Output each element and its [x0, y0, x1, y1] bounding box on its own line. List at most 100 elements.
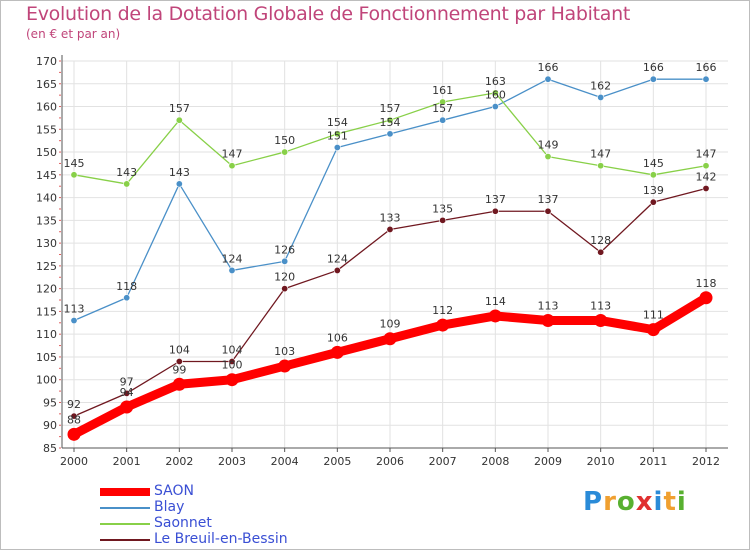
- data-label: 94: [120, 386, 134, 399]
- y-tick-label: 125: [36, 260, 57, 273]
- legend-swatch: [100, 488, 150, 496]
- data-point: [228, 162, 236, 170]
- data-point: [123, 294, 131, 302]
- data-point: [702, 75, 710, 83]
- legend-item: SAON: [100, 483, 400, 500]
- data-label: 145: [643, 157, 664, 170]
- data-point: [281, 148, 289, 156]
- data-point: [123, 180, 131, 188]
- data-label: 163: [485, 75, 506, 88]
- chart-subtitle: (en € et par an): [26, 27, 121, 41]
- data-point: [67, 427, 81, 441]
- data-label: 118: [696, 277, 717, 290]
- data-point: [333, 144, 341, 152]
- chart-title: Evolution de la Dotation Globale de Fonc…: [26, 3, 631, 25]
- data-point: [436, 318, 450, 332]
- data-point: [175, 357, 183, 365]
- data-point: [333, 266, 341, 274]
- data-point: [386, 225, 394, 233]
- data-point: [491, 207, 499, 215]
- data-label: 150: [274, 134, 295, 147]
- data-label: 111: [643, 309, 664, 322]
- x-tick-label: 2005: [323, 455, 351, 468]
- data-point: [594, 314, 608, 328]
- data-label: 118: [116, 280, 137, 293]
- data-label: 103: [274, 345, 295, 358]
- data-label: 99: [172, 363, 186, 376]
- y-tick-label: 140: [36, 192, 57, 205]
- data-point: [172, 377, 186, 391]
- data-point: [386, 130, 394, 138]
- legend-swatch: [100, 507, 150, 509]
- data-label: 166: [696, 61, 717, 74]
- data-label: 104: [222, 343, 243, 356]
- data-point: [228, 357, 236, 365]
- data-label: 157: [380, 102, 401, 115]
- legend-label: SAON: [154, 483, 194, 499]
- data-label: 151: [327, 130, 348, 143]
- x-tick-label: 2003: [218, 455, 246, 468]
- x-tick-label: 2006: [376, 455, 404, 468]
- data-label: 137: [538, 193, 559, 206]
- data-point: [439, 216, 447, 224]
- data-label: 120: [274, 271, 295, 284]
- x-tick-label: 2012: [692, 455, 720, 468]
- x-tick-label: 2002: [165, 455, 193, 468]
- data-label: 166: [643, 61, 664, 74]
- data-point: [225, 373, 239, 387]
- data-label: 88: [67, 413, 81, 426]
- y-tick-label: 155: [36, 123, 57, 136]
- x-tick-label: 2007: [429, 455, 457, 468]
- data-label: 157: [169, 102, 190, 115]
- y-tick-label: 115: [36, 305, 57, 318]
- y-tick-label: 85: [43, 442, 57, 455]
- y-tick-label: 110: [36, 328, 57, 341]
- data-point: [597, 162, 605, 170]
- legend-label: Le Breuil-en-Bessin: [154, 531, 288, 547]
- data-label: 145: [64, 157, 85, 170]
- data-label: 126: [274, 243, 295, 256]
- x-tick-label: 2000: [60, 455, 88, 468]
- legend-swatch: [100, 523, 150, 525]
- data-point: [439, 116, 447, 124]
- data-label: 135: [432, 202, 453, 215]
- y-tick-label: 165: [36, 78, 57, 91]
- logo-letter: i: [653, 487, 664, 517]
- data-point: [383, 332, 397, 346]
- data-label: 139: [643, 184, 664, 197]
- data-label: 112: [432, 304, 453, 317]
- x-tick-label: 2008: [481, 455, 509, 468]
- data-label: 149: [538, 139, 559, 152]
- data-point: [702, 184, 710, 192]
- data-point: [330, 345, 344, 359]
- data-label: 124: [222, 252, 243, 265]
- data-point: [541, 314, 555, 328]
- data-point: [488, 309, 502, 323]
- data-label: 128: [590, 234, 611, 247]
- y-tick-label: 160: [36, 101, 57, 114]
- data-point: [597, 248, 605, 256]
- data-point: [70, 317, 78, 325]
- data-label: 113: [590, 300, 611, 313]
- y-tick-label: 105: [36, 351, 57, 364]
- data-label: 92: [67, 398, 81, 411]
- data-point: [702, 162, 710, 170]
- legend-item: Saonnet: [100, 515, 400, 532]
- data-label: 147: [696, 148, 717, 161]
- data-label: 124: [327, 252, 348, 265]
- data-point: [228, 266, 236, 274]
- data-point: [281, 257, 289, 265]
- data-point: [649, 171, 657, 179]
- data-point: [491, 103, 499, 111]
- data-label: 142: [696, 170, 717, 183]
- data-point: [123, 389, 131, 397]
- data-point: [649, 198, 657, 206]
- data-label: 133: [380, 211, 401, 224]
- logo-letter: i: [676, 487, 687, 517]
- data-point: [278, 359, 292, 373]
- data-label: 97: [120, 375, 134, 388]
- y-tick-label: 100: [36, 374, 57, 387]
- data-point: [491, 89, 499, 97]
- data-label: 104: [169, 343, 190, 356]
- y-tick-label: 120: [36, 283, 57, 296]
